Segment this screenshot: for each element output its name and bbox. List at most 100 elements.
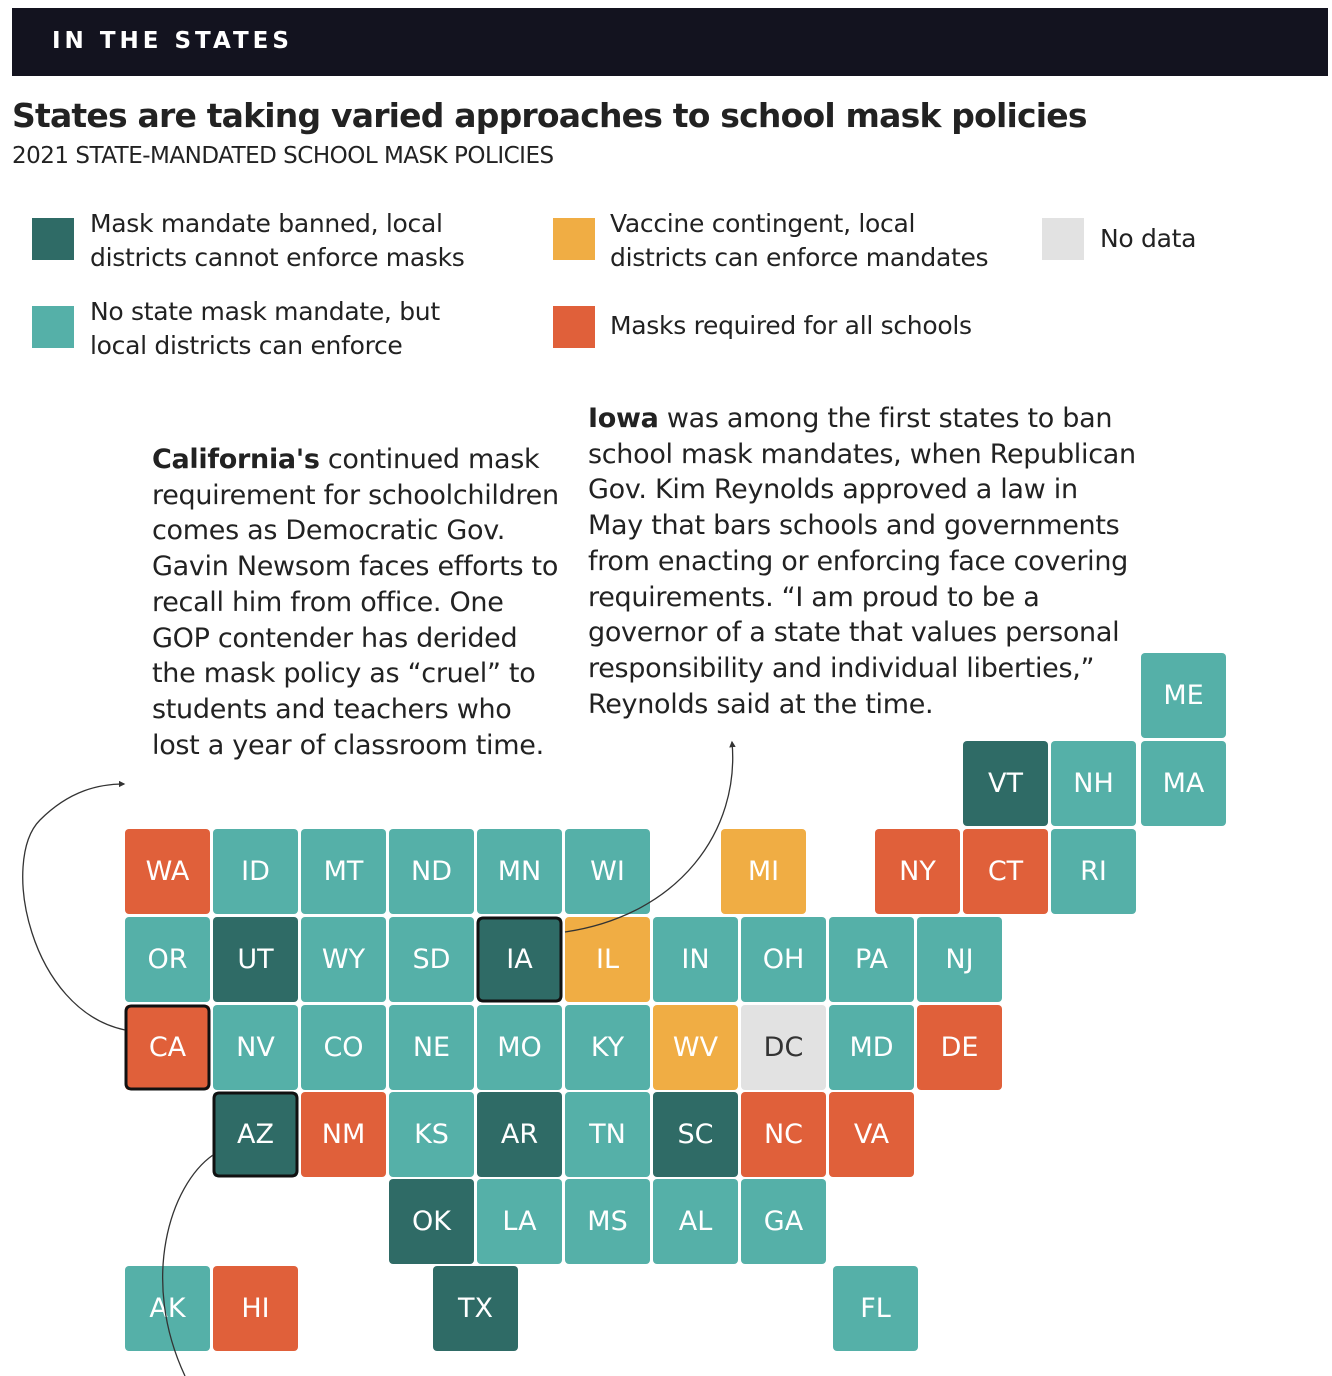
- legend-swatch: [32, 306, 74, 348]
- state-label: CO: [323, 1032, 363, 1063]
- state-tile: [125, 1266, 210, 1351]
- state-label: AK: [149, 1293, 186, 1324]
- state-label: AL: [679, 1206, 713, 1237]
- state-label: WV: [673, 1032, 719, 1063]
- state-label: MA: [1163, 768, 1205, 799]
- state-label: HI: [241, 1293, 269, 1324]
- state-label: DC: [764, 1032, 804, 1063]
- annotation-lead: Iowa: [588, 403, 659, 434]
- subtitle: 2021 STATE-MANDATED SCHOOL MASK POLICIES: [12, 143, 554, 169]
- state-label: CT: [988, 856, 1024, 887]
- state-tile: [741, 1179, 826, 1264]
- state-tile: [477, 1005, 562, 1090]
- state-tile: [917, 917, 1002, 1002]
- state-label: MS: [587, 1206, 627, 1237]
- state-label: GA: [764, 1206, 804, 1237]
- state-tile: [917, 1005, 1002, 1090]
- state-tile: [721, 829, 806, 914]
- header-bar: IN THE STATES: [12, 8, 1328, 76]
- state-tile: [477, 829, 562, 914]
- state-tile: [833, 1266, 918, 1351]
- state-tile: [389, 1005, 474, 1090]
- state-label: OH: [763, 944, 805, 975]
- header-label: IN THE STATES: [52, 28, 293, 54]
- highlight-outline: [476, 916, 563, 1003]
- state-label: ID: [241, 856, 270, 887]
- state-tile: [389, 1092, 474, 1177]
- state-label: NV: [236, 1032, 275, 1063]
- highlight-outline: [124, 1004, 211, 1091]
- state-label: WY: [322, 944, 366, 975]
- state-tile: [477, 1092, 562, 1177]
- state-label: OK: [412, 1206, 452, 1237]
- state-tile: [565, 917, 650, 1002]
- state-tile: [1141, 653, 1226, 738]
- state-tile: [125, 1005, 210, 1090]
- state-tile: [125, 829, 210, 914]
- state-label: MO: [497, 1032, 542, 1063]
- state-tile: [433, 1266, 518, 1351]
- state-tile: [213, 829, 298, 914]
- legend-label: No data: [1100, 224, 1197, 253]
- state-label: FL: [860, 1293, 891, 1324]
- state-label: UT: [237, 944, 274, 975]
- legend-label: No state mask mandate, but local distric…: [90, 297, 440, 360]
- state-label: VT: [988, 768, 1023, 799]
- state-label: NM: [322, 1119, 366, 1150]
- state-label: AZ: [237, 1119, 274, 1150]
- state-tile: [389, 1179, 474, 1264]
- state-tile: [565, 1092, 650, 1177]
- state-label: MD: [849, 1032, 893, 1063]
- leader-line: [162, 1154, 214, 1376]
- state-tile: [875, 829, 960, 914]
- legend-swatch: [553, 306, 595, 348]
- state-tile: [301, 829, 386, 914]
- state-label: NY: [899, 856, 936, 887]
- state-tile: [653, 1092, 738, 1177]
- state-tile: [653, 1005, 738, 1090]
- state-label: CA: [149, 1032, 187, 1063]
- annotation: California's continued mask requirement …: [152, 442, 562, 763]
- annotation: Iowa was among the first states to ban s…: [588, 401, 1136, 722]
- state-label: NH: [1073, 768, 1114, 799]
- legend-swatch: [32, 218, 74, 260]
- state-label: WA: [146, 856, 190, 887]
- state-tile: [741, 917, 826, 1002]
- highlight-outline: [212, 1091, 299, 1178]
- legend-label: Mask mandate banned, local districts can…: [90, 209, 465, 272]
- legend-label: Masks required for all schools: [610, 311, 972, 340]
- state-tile: [963, 741, 1048, 826]
- state-label: MI: [748, 856, 779, 887]
- state-tile: [829, 1092, 914, 1177]
- legend-swatch: [1042, 218, 1084, 260]
- state-tile: [213, 1092, 298, 1177]
- state-label: TX: [457, 1293, 493, 1324]
- state-tile: [301, 917, 386, 1002]
- state-tile: [213, 1266, 298, 1351]
- state-label: ND: [411, 856, 452, 887]
- state-tile: [1141, 741, 1226, 826]
- state-tile: [565, 829, 650, 914]
- state-label: PA: [855, 944, 889, 975]
- state-tile: [829, 917, 914, 1002]
- annotation-lead: California's: [152, 444, 320, 475]
- state-tile: [829, 1005, 914, 1090]
- state-tile: [477, 1179, 562, 1264]
- state-tile: [301, 1005, 386, 1090]
- state-tile: [1051, 741, 1136, 826]
- state-label: NJ: [945, 944, 973, 975]
- state-tile: [213, 1005, 298, 1090]
- legend-label: Vaccine contingent, local districts can …: [610, 209, 989, 272]
- state-label: NE: [413, 1032, 450, 1063]
- state-label: KS: [414, 1119, 449, 1150]
- state-label: MN: [498, 856, 542, 887]
- state-tile: [125, 917, 210, 1002]
- state-tile: [301, 1092, 386, 1177]
- state-label: SD: [413, 944, 451, 975]
- state-label: DE: [941, 1032, 979, 1063]
- annotation-text: continued mask requirement for schoolchi…: [152, 444, 559, 761]
- state-label: LA: [502, 1206, 537, 1237]
- state-tile: [565, 1005, 650, 1090]
